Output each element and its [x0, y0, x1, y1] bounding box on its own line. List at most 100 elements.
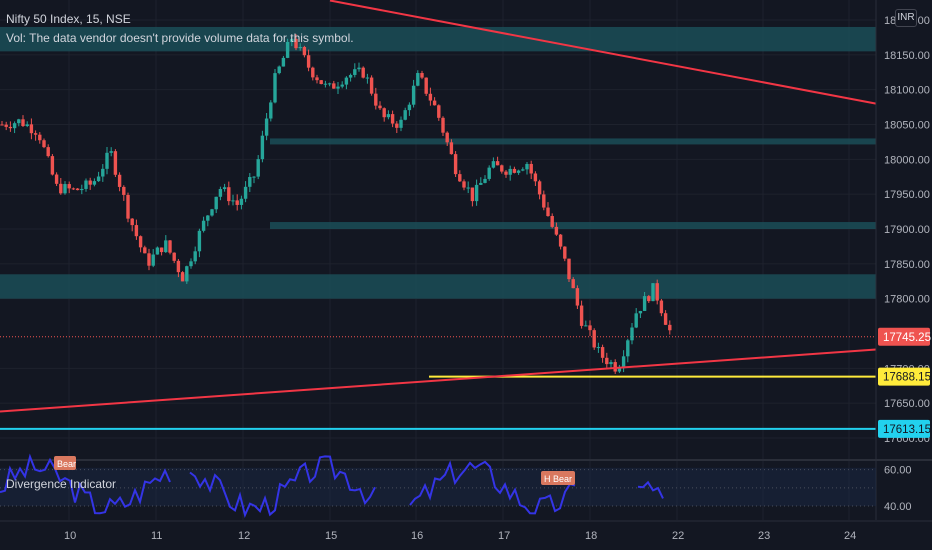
candle[interactable] [508, 168, 512, 175]
candle[interactable] [550, 216, 554, 227]
candle[interactable] [588, 325, 592, 331]
candle[interactable] [8, 126, 13, 129]
candle[interactable] [579, 305, 584, 326]
candle[interactable] [642, 296, 647, 311]
candle[interactable] [294, 38, 298, 49]
trendline[interactable] [329, 0, 877, 105]
candle[interactable] [432, 100, 437, 106]
candle[interactable] [512, 168, 517, 173]
candle[interactable] [466, 187, 470, 189]
candle[interactable] [600, 347, 605, 358]
candle[interactable] [214, 196, 218, 210]
candle[interactable] [101, 168, 105, 177]
candle[interactable] [668, 324, 672, 331]
candle[interactable] [558, 234, 563, 247]
candle[interactable] [458, 174, 462, 182]
candle[interactable] [256, 159, 260, 177]
candle[interactable] [17, 119, 21, 124]
candle[interactable] [638, 310, 643, 314]
candle[interactable] [340, 84, 344, 87]
resistance-zone[interactable] [0, 274, 876, 299]
candle[interactable] [495, 161, 500, 166]
trendline[interactable] [0, 348, 877, 413]
candle[interactable] [105, 152, 109, 169]
candle[interactable] [151, 254, 155, 266]
candle[interactable] [617, 368, 622, 372]
candle[interactable] [546, 207, 550, 217]
candle[interactable] [96, 176, 101, 182]
candle[interactable] [290, 38, 294, 42]
candle[interactable] [605, 357, 609, 365]
candle[interactable] [537, 181, 542, 195]
candle[interactable] [164, 240, 168, 253]
candle[interactable] [25, 124, 29, 127]
candle[interactable] [231, 200, 235, 202]
candle[interactable] [504, 171, 508, 175]
candle[interactable] [491, 161, 496, 168]
candle[interactable] [252, 176, 256, 178]
currency-button[interactable]: INR [895, 9, 917, 27]
resistance-zone[interactable] [0, 26, 876, 52]
candle[interactable] [4, 124, 8, 127]
candle[interactable] [420, 73, 424, 78]
candle[interactable] [80, 188, 84, 191]
candle[interactable] [88, 180, 92, 185]
candle[interactable] [155, 247, 160, 255]
candle[interactable] [63, 184, 67, 194]
candle[interactable] [663, 313, 668, 325]
candle[interactable] [529, 163, 533, 174]
candle[interactable] [243, 186, 248, 199]
candle[interactable] [592, 330, 596, 348]
candle[interactable] [533, 173, 538, 182]
candle[interactable] [525, 163, 529, 170]
candle[interactable] [411, 85, 416, 105]
candle[interactable] [609, 362, 613, 365]
candle[interactable] [134, 225, 139, 237]
candle[interactable] [571, 279, 575, 289]
candle[interactable] [143, 247, 147, 254]
candle[interactable] [416, 73, 420, 86]
candle[interactable] [332, 83, 336, 89]
candle[interactable] [277, 66, 281, 74]
candle[interactable] [222, 187, 227, 190]
candle[interactable] [172, 252, 176, 261]
indicator-label[interactable]: Divergence Indicator [6, 477, 117, 491]
candle[interactable] [138, 236, 143, 248]
candle[interactable] [92, 181, 97, 185]
candle[interactable] [235, 200, 239, 205]
candle[interactable] [542, 194, 546, 208]
candle[interactable] [353, 69, 357, 75]
candle[interactable] [361, 67, 365, 78]
candle[interactable] [84, 180, 88, 189]
candle[interactable] [117, 174, 122, 187]
candle[interactable] [180, 272, 185, 282]
candle[interactable] [168, 240, 172, 253]
candle[interactable] [441, 117, 445, 133]
candle[interactable] [54, 174, 59, 184]
candle[interactable] [659, 300, 664, 314]
candle[interactable] [197, 230, 202, 252]
candle[interactable] [390, 114, 395, 124]
candle[interactable] [42, 140, 46, 148]
candle[interactable] [71, 188, 76, 190]
candle[interactable] [159, 247, 164, 253]
candle[interactable] [302, 46, 307, 56]
candle[interactable] [378, 105, 382, 109]
candle[interactable] [327, 83, 332, 85]
candle[interactable] [516, 170, 521, 173]
candle[interactable] [21, 119, 25, 127]
candle[interactable] [407, 104, 412, 111]
candle[interactable] [554, 226, 559, 235]
candle[interactable] [306, 55, 311, 68]
candle[interactable] [193, 251, 197, 262]
candle[interactable] [33, 133, 38, 135]
candle[interactable] [596, 347, 601, 349]
candle[interactable] [348, 74, 353, 78]
candle[interactable] [399, 119, 403, 128]
candle[interactable] [403, 110, 407, 120]
candle[interactable] [449, 142, 454, 155]
candle[interactable] [462, 181, 466, 188]
candle[interactable] [273, 73, 277, 103]
candle[interactable] [369, 77, 374, 94]
